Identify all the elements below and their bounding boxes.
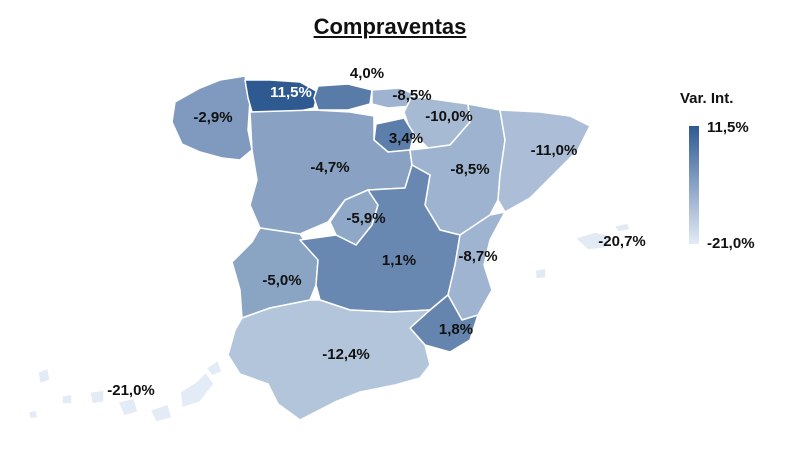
label-la-rioja: 3,4% [389,130,423,147]
label-galicia: -2,9% [193,109,232,126]
label-cantabria: 4,0% [350,65,384,82]
label-canarias: -21,0% [107,382,155,399]
label-asturias: 11,5% [270,84,312,101]
legend-color-scale [689,126,699,244]
region-baleares [534,222,631,280]
map-title: Compraventas [313,14,467,39]
label-extremadura: -5,0% [262,272,301,289]
region-andalucia [227,299,431,421]
label-madrid: -5,9% [346,210,385,227]
label-castilla-leon: -4,7% [310,159,349,176]
label-andalucia: -12,4% [322,346,370,363]
label-pais-vasco: -8,5% [392,87,431,104]
label-baleares: -20,7% [598,233,646,250]
legend-title: Var. Int. [680,90,734,107]
legend-min-label: -21,0% [707,235,755,252]
label-comunidad-valenciana: -8,7% [458,248,497,265]
region-cataluna [497,109,591,213]
legend-max-label: 11,5% [707,119,749,136]
region-cantabria [313,83,373,111]
region-canarias [27,359,223,423]
label-murcia: 1,8% [439,321,473,338]
label-castilla-la-mancha: 1,1% [382,252,416,269]
label-aragon: -8,5% [450,161,489,178]
label-cataluna: -11,0% [531,142,578,159]
label-navarra: -10,0% [425,108,473,125]
